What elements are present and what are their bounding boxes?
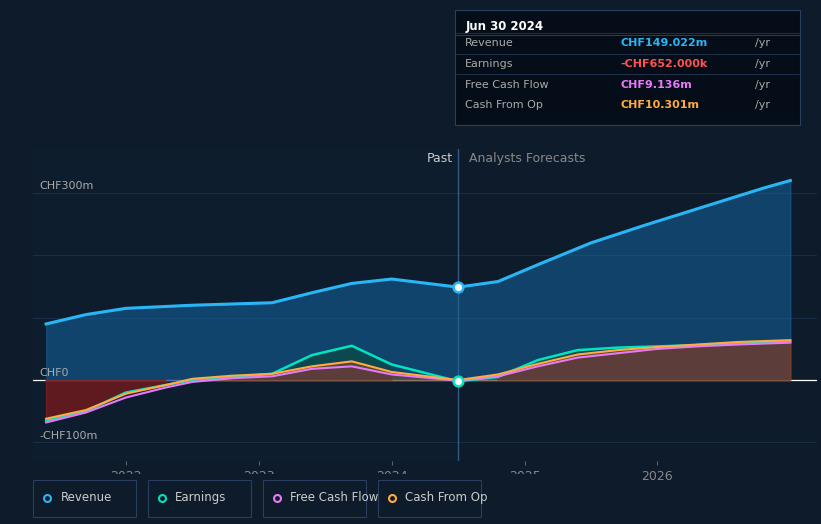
Text: Free Cash Flow: Free Cash Flow bbox=[466, 80, 549, 90]
Text: Earnings: Earnings bbox=[466, 59, 514, 69]
FancyBboxPatch shape bbox=[33, 480, 136, 517]
Text: /yr: /yr bbox=[755, 38, 770, 48]
Text: CHF10.301m: CHF10.301m bbox=[621, 101, 699, 111]
Text: Jun 30 2024: Jun 30 2024 bbox=[466, 20, 544, 34]
Text: Past: Past bbox=[427, 152, 452, 166]
Text: Revenue: Revenue bbox=[61, 492, 112, 504]
Text: -CHF100m: -CHF100m bbox=[39, 431, 98, 441]
Text: Analysts Forecasts: Analysts Forecasts bbox=[469, 152, 585, 166]
Text: /yr: /yr bbox=[755, 59, 770, 69]
Text: /yr: /yr bbox=[755, 101, 770, 111]
Text: CHF300m: CHF300m bbox=[39, 181, 94, 191]
FancyBboxPatch shape bbox=[148, 480, 251, 517]
Text: Free Cash Flow: Free Cash Flow bbox=[291, 492, 378, 504]
FancyBboxPatch shape bbox=[263, 480, 366, 517]
Bar bbox=[33, 149, 458, 461]
Text: CHF149.022m: CHF149.022m bbox=[621, 38, 708, 48]
Text: Cash From Op: Cash From Op bbox=[466, 101, 544, 111]
Text: Earnings: Earnings bbox=[176, 492, 227, 504]
FancyBboxPatch shape bbox=[378, 480, 481, 517]
Text: Revenue: Revenue bbox=[466, 38, 514, 48]
Text: CHF0: CHF0 bbox=[39, 368, 69, 378]
Text: Cash From Op: Cash From Op bbox=[406, 492, 488, 504]
Text: -CHF652.000k: -CHF652.000k bbox=[621, 59, 708, 69]
Text: CHF9.136m: CHF9.136m bbox=[621, 80, 692, 90]
Text: /yr: /yr bbox=[755, 80, 770, 90]
